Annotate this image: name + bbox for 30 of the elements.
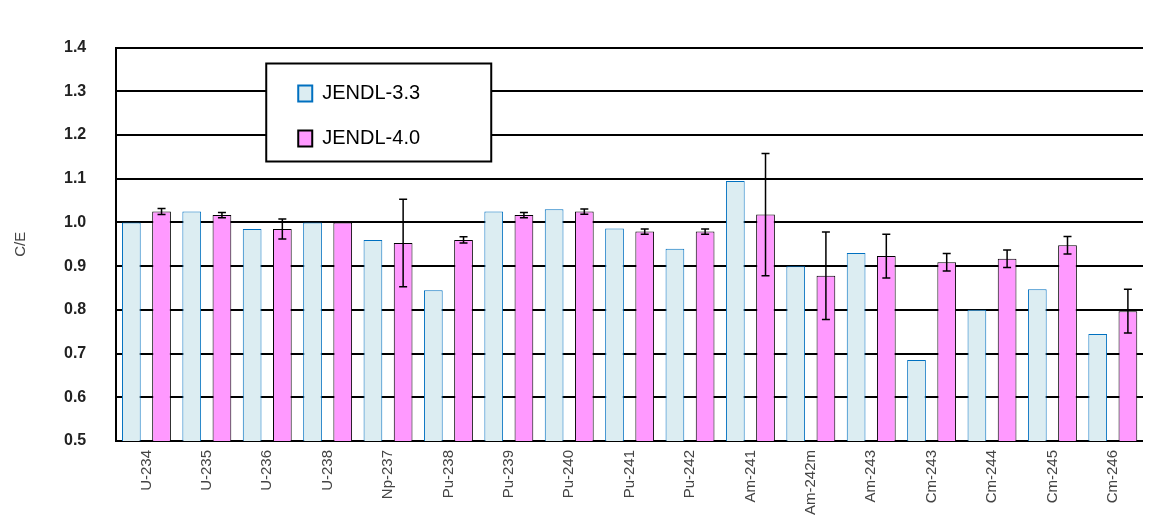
x-tick-label: Pu-242 (680, 449, 698, 499)
y-tick-label: 0.8 (63, 300, 87, 318)
x-tick-label: Cm-246 (1102, 449, 1120, 504)
x-tick-label: Pu-238 (438, 449, 456, 499)
x-tick-label: U-235 (196, 449, 214, 491)
x-tick-label: U-236 (257, 449, 275, 491)
y-tick-label: 1.2 (63, 125, 87, 143)
y-tick-label: 0.9 (63, 256, 87, 274)
y-tick-label: 1.0 (63, 212, 87, 230)
y-tick-label: 0.5 (63, 431, 87, 449)
y-tick-label: 0.7 (63, 343, 87, 361)
legend-label: JENDL-4.0 (322, 126, 421, 149)
x-tick-label: Pu-239 (498, 449, 516, 499)
x-tick-label: U-234 (136, 449, 154, 491)
x-tick-label: Cm-243 (921, 449, 939, 504)
y-tick-label: 1.1 (63, 169, 87, 187)
x-tick-label: Np-237 (378, 449, 396, 500)
x-tick-label: Cm-245 (1042, 449, 1060, 504)
y-tick-label: 1.4 (63, 38, 87, 56)
x-tick-label: Pu-240 (559, 449, 577, 499)
y-axis-title: C/E (11, 231, 29, 257)
y-tick-label: 1.3 (63, 81, 87, 99)
x-tick-label: Am-242m (800, 449, 818, 516)
x-tick-label: Cm-244 (982, 449, 1000, 504)
x-tick-label: Am-241 (740, 449, 758, 503)
x-tick-label: Am-243 (861, 449, 879, 503)
legend-label: JENDL-3.3 (322, 81, 421, 104)
y-tick-label: 0.6 (63, 387, 87, 405)
x-tick-label: Pu-241 (619, 449, 637, 499)
x-tick-label: U-238 (317, 449, 335, 491)
